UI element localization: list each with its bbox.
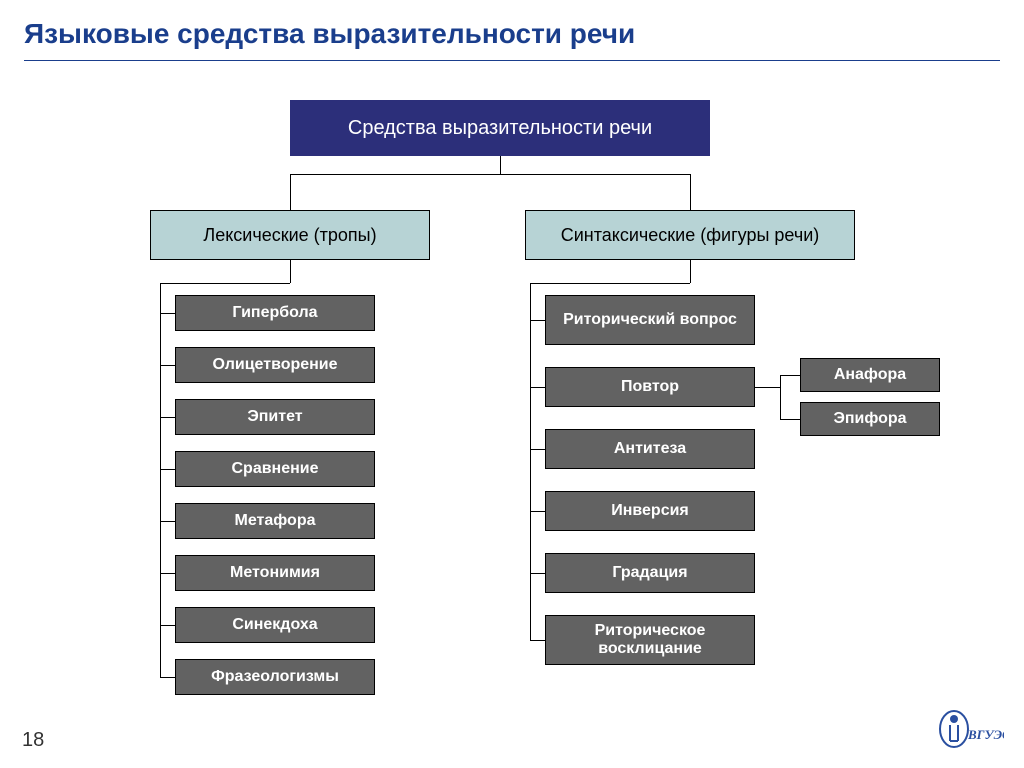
right-leaf-2: Антитеза [545, 429, 755, 469]
connector [500, 156, 501, 174]
connector [530, 283, 531, 640]
right-leaf-4: Градация [545, 553, 755, 593]
left-leaf-3: Сравнение [175, 451, 375, 487]
connector [160, 365, 175, 366]
sub-leaf-1: Эпифора [800, 402, 940, 436]
connector [530, 511, 545, 512]
connector [530, 387, 545, 388]
connector [160, 677, 175, 678]
left-leaf-6: Синекдоха [175, 607, 375, 643]
page-number: 18 [22, 729, 44, 752]
connector [755, 387, 780, 388]
connector [160, 625, 175, 626]
connector [780, 419, 800, 420]
diagram-canvas: Средства выразительности речи Лексические… [0, 70, 1024, 750]
connector [160, 573, 175, 574]
page-title: Языковые средства выразительности речи [24, 18, 1000, 50]
left-leaf-0: Гипербола [175, 295, 375, 331]
connector [530, 573, 545, 574]
logo: ВГУЭС [934, 701, 1004, 756]
connector [530, 640, 545, 641]
connector [690, 260, 691, 283]
left-leaf-5: Метонимия [175, 555, 375, 591]
title-underline [24, 60, 1000, 61]
connector [160, 417, 175, 418]
right-leaf-0: Риторический вопрос [545, 295, 755, 345]
category-node-1: Синтаксические (фигуры речи) [525, 210, 855, 260]
connector [290, 260, 291, 283]
connector [780, 375, 781, 419]
right-leaf-3: Инверсия [545, 491, 755, 531]
connector [160, 521, 175, 522]
right-leaf-1: Повтор [545, 367, 755, 407]
left-leaf-2: Эпитет [175, 399, 375, 435]
connector [780, 375, 800, 376]
connector [160, 313, 175, 314]
connector [530, 320, 545, 321]
category-node-0: Лексические (тропы) [150, 210, 430, 260]
connector [690, 174, 691, 210]
connector [530, 283, 690, 284]
root-node: Средства выразительности речи [290, 100, 710, 156]
left-leaf-4: Метафора [175, 503, 375, 539]
left-leaf-7: Фразеологизмы [175, 659, 375, 695]
connector [290, 174, 291, 210]
connector [290, 174, 690, 175]
logo-text: ВГУЭС [967, 727, 1004, 742]
connector [160, 283, 290, 284]
sub-leaf-0: Анафора [800, 358, 940, 392]
right-leaf-5: Риторическое восклицание [545, 615, 755, 665]
connector [160, 469, 175, 470]
connector [160, 283, 161, 677]
left-leaf-1: Олицетворение [175, 347, 375, 383]
connector [530, 449, 545, 450]
